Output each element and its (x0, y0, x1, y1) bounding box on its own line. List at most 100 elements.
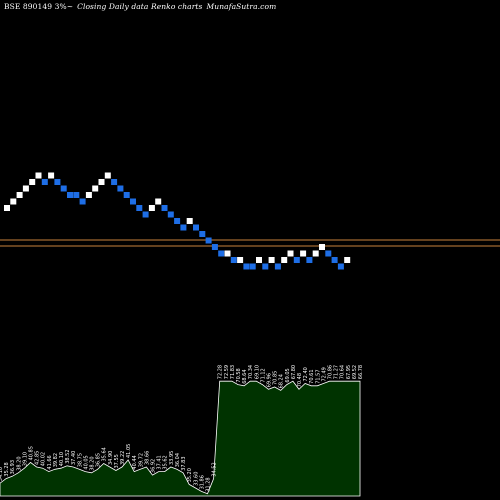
renko-brick-up (148, 205, 155, 211)
renko-brick-down (41, 179, 48, 185)
volume-label: 36.93 (10, 460, 16, 474)
volume-label: 70.48 (297, 373, 303, 387)
volume-label: 70.61 (309, 369, 315, 383)
renko-brick-up (35, 172, 42, 179)
volume-label: 35.62 (163, 455, 169, 469)
renko-brick-down (79, 198, 86, 205)
renko-brick-down (337, 263, 344, 270)
volume-label: 39.22 (120, 451, 126, 465)
renko-brick-down (205, 237, 212, 244)
renko-brick-up (312, 250, 319, 257)
volume-label: 70.86 (328, 365, 334, 379)
renko-brick-up (281, 257, 288, 263)
renko-brick-down (54, 179, 61, 185)
renko-brick-down (117, 185, 124, 192)
renko-brick-up (344, 257, 351, 263)
volume-label: 35.20 (187, 468, 193, 482)
volume-label: 72.59 (224, 365, 230, 379)
renko-brick-down (262, 263, 269, 270)
renko-brick-down (306, 257, 313, 263)
renko-brick-up (155, 198, 162, 205)
renko-brick-up (29, 179, 36, 185)
renko-brick-down (174, 218, 181, 224)
renko-brick-up (92, 185, 99, 192)
volume-label: 37.41 (157, 455, 163, 469)
volume-label: 37.55 (114, 454, 120, 468)
volume-label: 70.85 (273, 371, 279, 385)
volume-label: 38.66 (144, 451, 150, 465)
renko-brick-up (186, 218, 193, 224)
volume-label: 35.28 (4, 462, 10, 476)
renko-brick-up (268, 257, 275, 263)
renko-brick-down (218, 250, 225, 257)
renko-bricks (4, 172, 351, 270)
volume-label: 69.10 (254, 365, 260, 379)
volume-label: 42.85 (35, 451, 41, 465)
volume-label: 71.27 (334, 365, 340, 379)
volume-label: 40.85 (29, 446, 35, 460)
site-name: MunafaSutra.com (206, 2, 277, 11)
volume-label: 72.28 (218, 365, 224, 379)
volume-label: 39.72 (138, 453, 144, 467)
volume-label: 33.60 (193, 472, 199, 486)
renko-brick-up (237, 257, 244, 263)
chart-title: Closing Daily data Renko charts (77, 2, 203, 11)
volume-label: 38.20 (90, 456, 96, 470)
volume-label: 71.12 (260, 368, 266, 382)
renko-brick-up (287, 250, 294, 257)
symbol-label: BSE 890149 3%~ (4, 2, 74, 11)
volume-label: 70.34 (248, 365, 254, 379)
volume-label: 70.58 (236, 368, 242, 382)
volume-label: 34.90 (108, 451, 114, 465)
renko-brick-up (98, 179, 105, 185)
renko-brick-up (10, 198, 17, 205)
renko-brick-up (16, 192, 23, 198)
volume-label: 67.95 (346, 365, 352, 379)
renko-brick-down (199, 231, 206, 237)
volume-label: 67.80 (291, 365, 297, 379)
renko-brick-down (142, 211, 149, 218)
volume-label: 41.66 (47, 455, 53, 469)
volume-label: 31.28 (206, 477, 212, 491)
volume-label: 69.52 (352, 365, 358, 379)
volume-label: 72.40 (303, 367, 309, 381)
reference-lines (0, 239, 500, 247)
chart-header: BSE 890149 3%~ Closing Daily data Renko c… (4, 2, 276, 11)
volume-label: 40.10 (59, 452, 65, 466)
renko-brick-up (48, 172, 55, 179)
renko-brick-up (85, 192, 92, 198)
renko-brick-down (73, 192, 80, 198)
volume-label: 36.85 (96, 453, 102, 467)
volume-label: 68.64 (242, 369, 248, 383)
volume-label: 38.52 (65, 449, 71, 463)
renko-brick-down (60, 185, 67, 192)
renko-brick-down (331, 257, 338, 263)
renko-brick-down (123, 192, 130, 198)
renko-brick-down (325, 250, 332, 257)
volume-panel: 34.10 35.28 36.93 38.20 39.10 40.85 42.85 40.02… (0, 365, 364, 497)
renko-brick-down (167, 211, 174, 218)
renko-brick-down (111, 179, 118, 185)
volume-label: 71.83 (230, 365, 236, 379)
renko-brick-up (224, 250, 231, 257)
renko-brick-up (4, 205, 10, 211)
renko-brick-down (161, 205, 168, 211)
renko-brick-down (243, 263, 250, 270)
volume-label: 72.49 (321, 367, 327, 381)
renko-brick-up (300, 250, 307, 257)
renko-brick-down (180, 224, 187, 231)
volume-label: 40.44 (132, 455, 138, 469)
renko-brick-down (249, 263, 256, 270)
renko-brick-down (136, 205, 143, 211)
volume-label: 35.64 (102, 447, 108, 461)
renko-brick-down (293, 257, 300, 263)
volume-label: 37.83 (181, 456, 187, 470)
volume-label: 31.86 (199, 475, 205, 489)
volume-label: 38.75 (77, 453, 83, 467)
volume-label: 37.40 (71, 451, 77, 465)
volume-label: 41.05 (126, 444, 132, 458)
volume-label: 39.82 (53, 453, 59, 467)
volume-label: 40.05 (83, 455, 89, 469)
renko-brick-up (104, 172, 111, 179)
